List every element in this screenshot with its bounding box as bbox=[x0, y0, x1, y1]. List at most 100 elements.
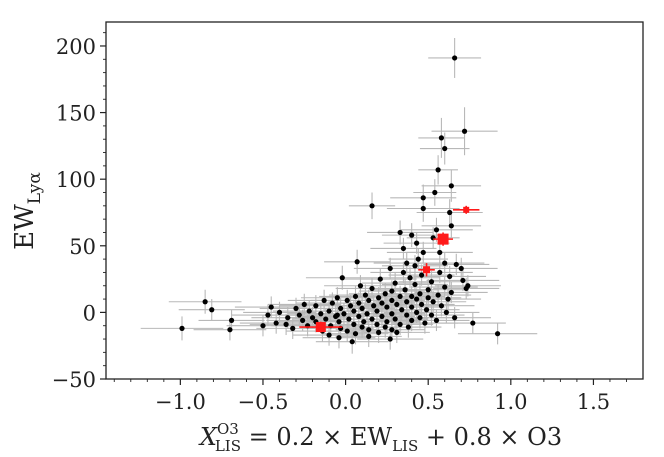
data-point bbox=[382, 324, 388, 330]
data-point bbox=[445, 296, 451, 302]
data-point bbox=[438, 135, 445, 141]
data-point bbox=[376, 329, 382, 335]
data-point bbox=[392, 280, 398, 286]
data-point bbox=[400, 245, 407, 252]
data-point bbox=[379, 300, 385, 306]
data-point bbox=[460, 277, 466, 284]
data-point bbox=[202, 299, 208, 305]
data-point bbox=[329, 300, 335, 306]
data-point bbox=[453, 261, 459, 268]
data-point bbox=[339, 275, 345, 281]
data-point bbox=[265, 312, 271, 318]
data-point bbox=[306, 308, 312, 314]
data-point bbox=[366, 333, 372, 339]
data-point-red bbox=[315, 322, 326, 333]
data-point bbox=[362, 292, 369, 298]
data-point bbox=[461, 128, 468, 134]
data-point bbox=[359, 324, 365, 330]
data-point bbox=[354, 259, 360, 265]
data-point bbox=[379, 313, 385, 319]
x-axis-ticks: −1.0 −0.5 0.0 0.5 1.0 1.5 bbox=[113, 379, 627, 414]
data-point bbox=[397, 229, 403, 236]
data-point bbox=[351, 321, 357, 327]
data-point bbox=[369, 285, 375, 292]
x-tick-label: 1.5 bbox=[577, 390, 610, 414]
data-point bbox=[326, 308, 332, 314]
data-point bbox=[366, 297, 372, 304]
data-point bbox=[359, 305, 365, 311]
plot-frame bbox=[105, 21, 644, 380]
data-point bbox=[333, 313, 339, 319]
data-point bbox=[341, 311, 347, 317]
data-point bbox=[356, 300, 362, 306]
data-point bbox=[374, 308, 380, 314]
data-point bbox=[349, 339, 355, 345]
data-point bbox=[417, 315, 423, 321]
data-point bbox=[422, 320, 428, 326]
data-point bbox=[420, 195, 426, 201]
data-point bbox=[414, 296, 420, 302]
data-point bbox=[437, 269, 443, 276]
data-point bbox=[448, 223, 454, 229]
data-point bbox=[397, 293, 403, 300]
x-tick-label: 0.5 bbox=[411, 390, 444, 414]
data-point bbox=[389, 288, 395, 294]
data-point bbox=[414, 240, 420, 246]
data-point bbox=[374, 321, 380, 327]
data-point bbox=[465, 283, 471, 289]
data-point bbox=[447, 273, 453, 280]
data-point bbox=[344, 297, 350, 304]
data-point bbox=[417, 291, 423, 297]
y-axis-ticks: −50 0 50 100 150 200 bbox=[52, 32, 106, 392]
data-point bbox=[387, 265, 393, 272]
errorbar-layer bbox=[140, 37, 538, 354]
data-point bbox=[301, 301, 307, 308]
data-point bbox=[300, 317, 306, 323]
data-point bbox=[404, 299, 410, 305]
x-tick-label: 0.0 bbox=[329, 390, 362, 414]
data-point bbox=[433, 227, 440, 233]
data-point bbox=[442, 260, 448, 266]
data-point bbox=[369, 316, 375, 322]
data-point bbox=[432, 189, 438, 196]
data-point bbox=[389, 327, 395, 333]
data-point bbox=[447, 209, 453, 216]
data-point bbox=[268, 304, 274, 310]
data-point bbox=[409, 293, 415, 300]
data-point bbox=[433, 317, 440, 323]
data-point bbox=[384, 319, 390, 325]
data-point bbox=[260, 323, 266, 329]
data-point bbox=[179, 325, 185, 331]
data-point bbox=[394, 329, 400, 335]
data-point bbox=[423, 307, 430, 313]
data-point bbox=[326, 332, 332, 338]
data-point bbox=[448, 289, 454, 296]
data-point bbox=[437, 249, 443, 256]
data-point bbox=[420, 249, 426, 256]
data-point bbox=[405, 324, 411, 330]
data-point bbox=[323, 316, 329, 322]
x-axis-label: XO3 LIS = 0.2 × EWLIS + 0.8 × O3 bbox=[198, 420, 562, 455]
data-point bbox=[377, 276, 383, 282]
data-point bbox=[352, 331, 359, 337]
data-point bbox=[404, 312, 410, 318]
x-tick-label: 1.0 bbox=[494, 390, 527, 414]
data-point bbox=[313, 303, 319, 309]
data-point bbox=[387, 336, 393, 342]
data-point bbox=[338, 305, 344, 311]
data-point bbox=[438, 303, 445, 309]
data-point bbox=[452, 55, 458, 61]
data-point bbox=[376, 295, 382, 301]
data-point bbox=[290, 325, 296, 331]
data-point-red bbox=[437, 233, 449, 245]
data-point bbox=[321, 297, 327, 304]
data-point bbox=[293, 305, 299, 311]
data-point-red bbox=[423, 266, 431, 274]
data-point bbox=[227, 327, 233, 333]
data-point bbox=[364, 311, 370, 317]
data-point bbox=[404, 260, 410, 266]
data-point bbox=[494, 331, 501, 337]
y-tick-label: 200 bbox=[56, 35, 96, 59]
data-point bbox=[366, 327, 372, 333]
